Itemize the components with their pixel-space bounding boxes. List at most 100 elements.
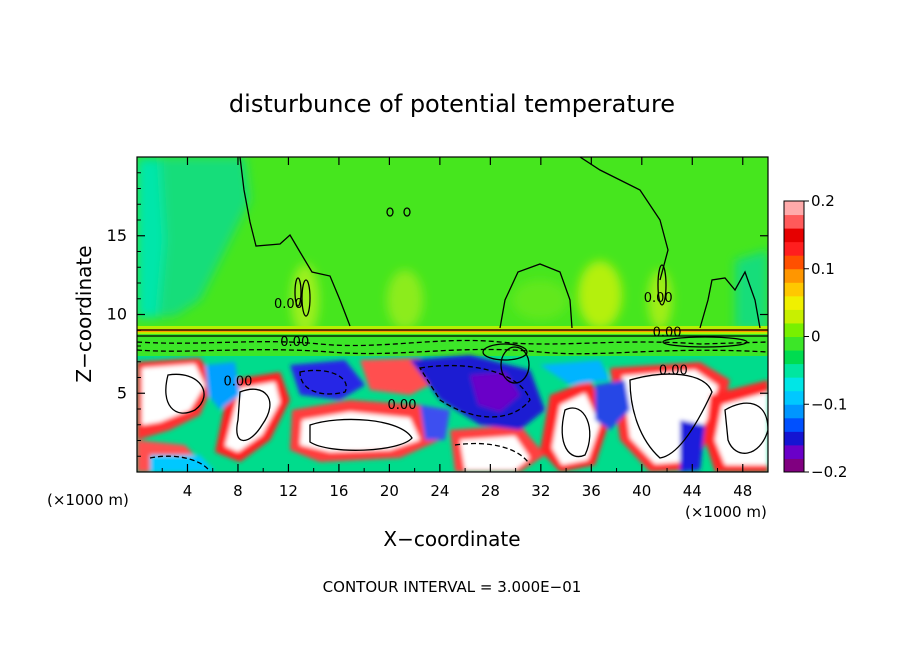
- cool-blob: [680, 420, 705, 472]
- colorbar-tick-label: −0.2: [811, 463, 847, 481]
- colorbar-swatch: [784, 255, 804, 270]
- colorbar-swatch: [784, 350, 804, 365]
- contour-label: 0.00: [653, 326, 682, 341]
- contour-small-cell: [403, 207, 411, 217]
- contour-label: 0.00: [388, 398, 417, 413]
- colorbar-swatch: [784, 322, 804, 337]
- colorbar-tick-label: 0.1: [811, 260, 835, 278]
- x-tick-label: 40: [632, 482, 651, 500]
- contour-lower: [299, 369, 347, 395]
- colorbar-swatch: [784, 431, 804, 446]
- x-tick-label: 48: [733, 482, 752, 500]
- colorbar-tick-label: −0.1: [811, 395, 847, 413]
- colorbar-swatch: [784, 390, 804, 405]
- x-tick-label: 32: [531, 482, 550, 500]
- colorbar: −0.2 −0.1 0 0.1 0.2: [783, 192, 847, 481]
- chart-title: disturbunce of potential temperature: [229, 90, 675, 118]
- x-tick-label: 12: [279, 482, 298, 500]
- warm-blob: [225, 382, 280, 452]
- cool-blob: [150, 455, 215, 472]
- cool-blob: [595, 380, 630, 430]
- x-tick-label: 24: [430, 482, 449, 500]
- x-tick-label: 16: [329, 482, 348, 500]
- contour-labels: 0.00 0.00 0.00 0.00 0.00 0.00 0.00: [223, 291, 687, 413]
- x-tick-label: 28: [481, 482, 500, 500]
- contour-inversion-low: [137, 339, 768, 347]
- contour-dome: [499, 263, 573, 329]
- upper-left-cyan-patch: [137, 157, 250, 318]
- cool-blob: [470, 372, 520, 412]
- warm-blob: [300, 412, 420, 452]
- contour-lower: [418, 364, 531, 418]
- colorbar-swatch: [784, 377, 804, 392]
- heatmap-field: [137, 157, 768, 472]
- colorbar-swatch: [784, 404, 804, 419]
- upper-yellow-plume-e: [512, 280, 568, 320]
- contour-zero-upper: [239, 157, 351, 327]
- cool-blob: [540, 360, 610, 385]
- colorbar-tick-label: 0.2: [811, 192, 835, 210]
- colorbar-swatch: [784, 268, 804, 283]
- colorbar-swatch: [784, 228, 804, 243]
- contour-lower: [561, 407, 591, 458]
- contour-label: 0.00: [659, 363, 688, 378]
- contour-interval-note: CONTOUR INTERVAL = 3.000E−01: [323, 578, 582, 596]
- colorbar-swatch: [784, 458, 804, 473]
- y-axis: 5 10 15: [107, 172, 768, 457]
- colorbar-swatch: [784, 201, 804, 216]
- colorbar-swatch: [784, 444, 804, 459]
- contour-lower: [454, 442, 531, 466]
- contour-lines: [137, 157, 768, 472]
- warm-blob: [715, 392, 768, 465]
- contour-inversion-cell: [662, 336, 748, 348]
- contour-lower: [149, 455, 211, 472]
- warm-blob: [142, 364, 205, 425]
- y-tick-label: 5: [117, 383, 127, 402]
- contour-lower: [165, 373, 205, 414]
- contour-small-cell: [386, 207, 394, 217]
- colorbar-swatch: [784, 282, 804, 297]
- upper-left-cyan-strip: [137, 160, 165, 318]
- colorbar-swatch: [784, 214, 804, 229]
- x-axis-label: X−coordinate: [383, 527, 520, 551]
- cool-blob: [420, 405, 450, 440]
- contour-lower: [236, 388, 271, 442]
- colorbar-swatch: [784, 336, 804, 351]
- colorbar-swatch: [784, 241, 804, 256]
- warm-blob: [460, 436, 530, 470]
- colorbar-swatch: [784, 309, 804, 324]
- x-axis-units-right: (×1000 m): [685, 503, 767, 521]
- contour-dome: [699, 270, 761, 329]
- contour-lower: [629, 373, 713, 459]
- cool-blob: [205, 362, 240, 410]
- contour-lower: [309, 418, 413, 451]
- y-tick-label: 10: [107, 305, 127, 324]
- upper-yellow-plume-b: [387, 270, 423, 330]
- x-tick-label: 36: [582, 482, 601, 500]
- contour-zero-upper: [579, 157, 669, 281]
- x-tick-label: 8: [233, 482, 243, 500]
- contour-small-cell: [294, 277, 302, 307]
- contour-small-cell: [301, 279, 311, 317]
- colorbar-tick-label: 0: [811, 328, 821, 346]
- inversion-band-base: [137, 334, 768, 358]
- colorbar-swatch: [784, 295, 804, 310]
- contour-label: 0.00: [644, 291, 673, 306]
- x-tick-label: 44: [683, 482, 702, 500]
- contour-label: 0.00: [280, 335, 309, 350]
- contour-inversion-cell: [500, 346, 530, 384]
- contour-label: 0.00: [274, 297, 303, 312]
- upper-yellow-plume-c: [578, 261, 622, 329]
- contour-inversion-cell: [482, 343, 528, 361]
- colorbar-swatch: [784, 363, 804, 378]
- upper-yellow-plume-a: [291, 264, 319, 336]
- contour-inversion-low: [137, 348, 768, 355]
- x-tick-label: 4: [183, 482, 193, 500]
- contour-small-cell: [657, 264, 667, 306]
- contour-label: 0.00: [223, 374, 252, 389]
- colorbar-swatch: [784, 417, 804, 432]
- x-axis: 4 8 12 16 20 24 28 32 36 40 44 48: [161, 157, 752, 500]
- x-axis-units-left: (×1000 m): [47, 491, 129, 509]
- y-tick-label: 15: [107, 226, 127, 245]
